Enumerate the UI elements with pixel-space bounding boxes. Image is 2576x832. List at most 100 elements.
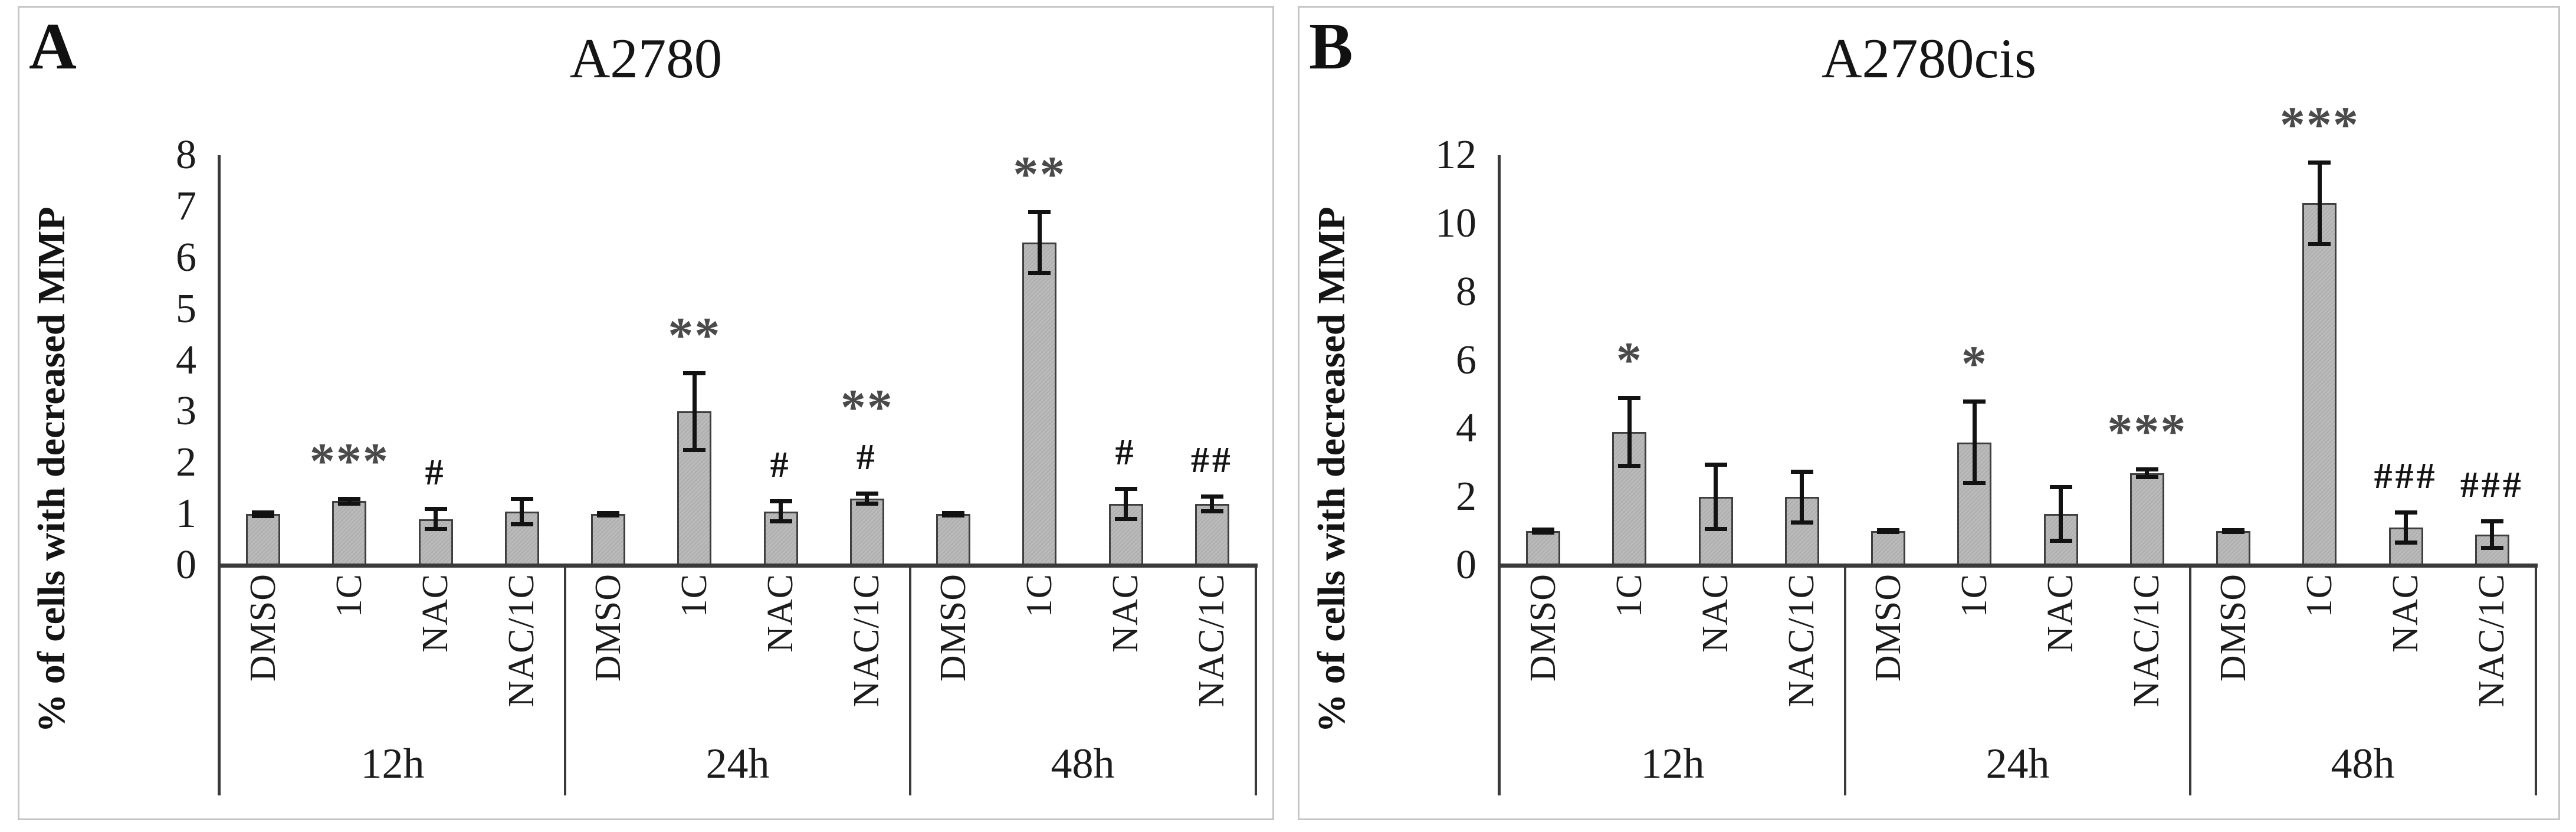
error-bar-cap-bottom: [1114, 516, 1137, 521]
y-tick-label: 6: [176, 234, 196, 280]
star-significance: ***: [2107, 402, 2187, 460]
bar-48h-NAC: [1108, 503, 1143, 565]
error-bar-cap-top: [2222, 528, 2245, 532]
panel-letter-a: A: [29, 10, 77, 83]
error-bar-cap-bottom: [510, 522, 533, 526]
category-label-DMSO: DMSO: [1868, 574, 1908, 682]
category-label-1C: 1C: [2299, 574, 2339, 618]
error-bar-cap-bottom: [597, 513, 620, 517]
y-tick-label: 5: [176, 286, 196, 332]
significance-marker: ###: [2312, 458, 2500, 494]
error-bar: [2059, 486, 2063, 542]
category-label-slot: NAC/1C: [2104, 574, 2190, 790]
category-label-1C: 1C: [1609, 574, 1649, 618]
group-separator: [909, 568, 911, 795]
y-tick-label: 0: [1456, 542, 1476, 588]
star-significance: **: [840, 379, 894, 436]
category-label-slot: DMSO: [1500, 574, 1586, 790]
error-bar-cap-bottom: [855, 501, 878, 506]
category-label-NAC/1C: NAC/1C: [846, 574, 887, 707]
error-bar: [347, 499, 352, 504]
error-bar: [2404, 512, 2408, 543]
error-bar-cap-bottom: [2480, 546, 2503, 551]
star-significance: **: [668, 307, 721, 364]
star-significance: *: [1616, 332, 1643, 389]
significance-marker: #: [342, 454, 530, 491]
error-bar-cap-bottom: [2394, 541, 2417, 545]
error-bar-cap-bottom: [338, 501, 361, 506]
x-axis-baseline: [1498, 564, 2538, 568]
category-label-NAC: NAC: [1105, 574, 1146, 653]
error-bar-cap-top: [1963, 399, 1986, 404]
category-label-NAC: NAC: [1695, 574, 1736, 653]
significance-marker: #: [1032, 432, 1220, 473]
error-bar-cap-top: [2394, 510, 2417, 515]
category-label-slot: DMSO: [220, 574, 306, 790]
error-bar-cap-top: [1028, 209, 1051, 214]
error-bar-cap-top: [1704, 463, 1727, 467]
significance-marker: **: [945, 145, 1134, 202]
error-bar-cap-bottom: [2222, 530, 2245, 535]
category-label-1C: 1C: [329, 574, 369, 618]
category-label-NAC/1C: NAC/1C: [2472, 574, 2512, 707]
y-tick-label: 3: [176, 388, 196, 434]
group-label-48h: 48h: [1051, 740, 1115, 787]
category-label-NAC/1C: NAC/1C: [1781, 574, 1822, 707]
bar-12h-NAC/1C: [504, 511, 539, 565]
error-bar-cap-top: [2135, 467, 2158, 471]
error-bar: [1124, 488, 1128, 519]
group-label-24h: 24h: [1986, 740, 2050, 787]
error-bar-cap-top: [683, 371, 706, 376]
category-label-NAC: NAC: [415, 574, 456, 653]
error-bar-cap-bottom: [1200, 509, 1223, 513]
hash-significance: ###: [2460, 464, 2524, 505]
panel-letter-b: B: [1309, 10, 1353, 83]
error-bar-cap-bottom: [252, 513, 275, 518]
bar-24h-NAC/1C: [2129, 473, 2164, 565]
bar-24h-NAC/1C: [849, 499, 884, 565]
category-label-1C: 1C: [1954, 574, 1994, 618]
hash-significance: #: [770, 445, 792, 486]
error-bar-cap-top: [855, 492, 878, 496]
error-bar-cap-top: [338, 497, 361, 502]
bar-48h-NAC/1C: [1195, 503, 1229, 565]
y-tick-label: 4: [1456, 405, 1476, 451]
hash-significance: ##: [1190, 440, 1233, 480]
y-tick-label: 2: [176, 440, 196, 486]
error-bar-cap-top: [1532, 528, 1555, 532]
star-significance: ***: [2279, 96, 2360, 153]
error-bar-cap-bottom: [1028, 270, 1051, 275]
bar-48h-DMSO: [936, 514, 971, 565]
error-bar-cap-bottom: [683, 447, 706, 452]
category-label-slot: NAC/1C: [1169, 574, 1255, 790]
star-significance: ***: [309, 433, 389, 490]
star-significance: **: [1013, 145, 1067, 202]
group-separator: [564, 568, 566, 795]
error-bar-cap-bottom: [2135, 474, 2158, 479]
error-bar-cap-bottom: [1963, 481, 1986, 485]
error-bar: [1972, 401, 1977, 483]
category-label-slot: DMSO: [2190, 574, 2276, 790]
category-label-1C: 1C: [674, 574, 714, 618]
error-bar-cap-top: [2308, 160, 2331, 165]
error-bar: [2317, 162, 2322, 244]
chart-title-a2780cis: A2780cis: [1821, 27, 2037, 90]
category-label-slot: NAC: [738, 574, 824, 790]
hash-significance: #: [1115, 432, 1137, 473]
error-bar-cap-top: [769, 499, 792, 504]
error-bar-cap-bottom: [1532, 530, 1555, 535]
bar-12h-DMSO: [246, 514, 281, 565]
category-label-slot: 1C: [306, 574, 392, 790]
error-bar-cap-bottom: [1877, 530, 1900, 535]
group-label-12h: 12h: [360, 740, 425, 787]
error-bar: [865, 493, 869, 504]
y-axis-line: [1498, 155, 1501, 795]
category-label-DMSO: DMSO: [1522, 574, 1563, 682]
error-bar-cap-top: [597, 510, 620, 515]
error-bar: [692, 373, 697, 450]
category-label-NAC/1C: NAC/1C: [2127, 574, 2167, 707]
significance-marker: ***: [2225, 96, 2414, 153]
significance-marker: ** #: [773, 379, 962, 476]
category-label-slot: DMSO: [1845, 574, 1931, 790]
